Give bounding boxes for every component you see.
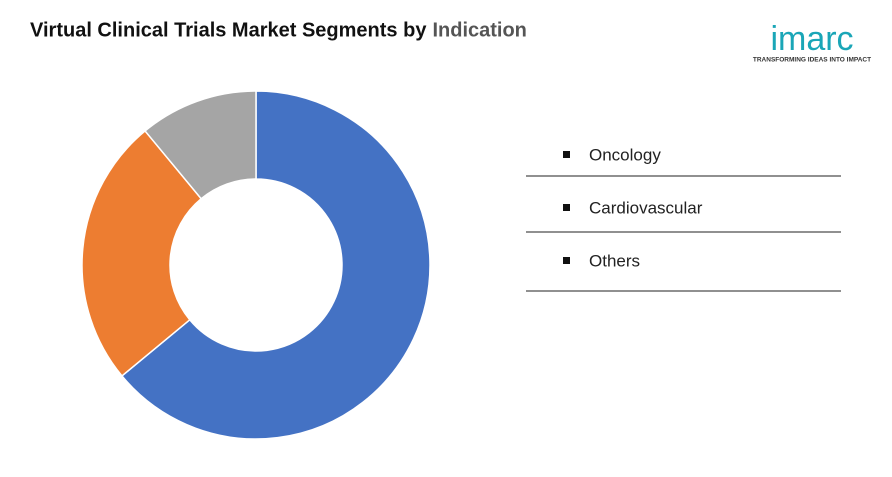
chart-title: Virtual Clinical Trials Market Segments … <box>30 19 427 41</box>
legend-bullet <box>563 204 570 211</box>
donut <box>81 90 431 440</box>
legend: Oncology Cardiovascular Others <box>526 145 841 292</box>
logo-tagline: TRANSFORMING IDEAS INTO IMPACT <box>753 57 871 64</box>
donut-slice <box>120 90 431 440</box>
legend-bullet <box>563 257 570 264</box>
logo-name: imarc <box>770 20 853 58</box>
legend-label: Cardiovascular <box>589 198 703 217</box>
legend-label: Oncology <box>589 145 661 164</box>
chart-title-highlight: Indication <box>432 19 526 41</box>
legend-label: Others <box>589 251 640 270</box>
donut-slice <box>81 129 203 377</box>
legend-bullet <box>563 151 570 158</box>
donut-slice <box>144 90 257 200</box>
